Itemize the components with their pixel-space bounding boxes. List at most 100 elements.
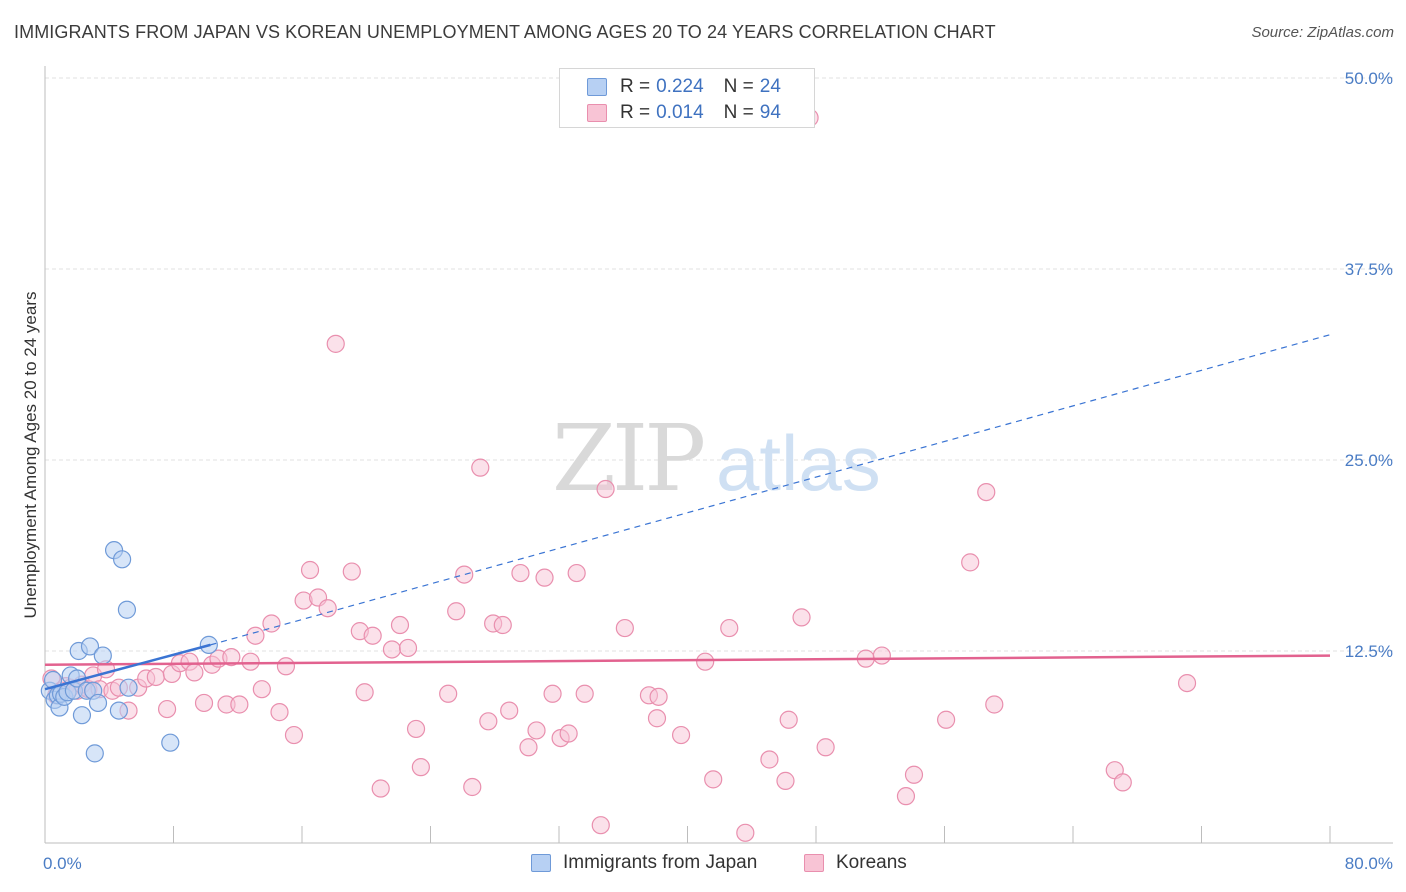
- korean-point: [157, 699, 177, 719]
- korean-point: [411, 758, 430, 777]
- japan-point: [93, 646, 112, 665]
- y-tick-label: 37.5%: [1345, 260, 1393, 279]
- korean-point: [222, 648, 241, 667]
- series-legend-japan[interactable]: Immigrants from Japan: [531, 852, 757, 874]
- korean-point: [382, 640, 402, 659]
- korean-point: [720, 618, 739, 638]
- korean-point: [284, 725, 304, 745]
- korean-point: [543, 684, 562, 703]
- korean-point: [647, 709, 667, 728]
- korean-point: [342, 562, 361, 581]
- korean-point: [985, 695, 1004, 714]
- korean-point: [559, 724, 578, 743]
- series-legend-korean[interactable]: Koreans: [804, 852, 907, 874]
- korean-point: [567, 563, 586, 583]
- legend-n-label: N =: [723, 102, 754, 123]
- watermark: ZIP atlas: [552, 405, 881, 512]
- korean-point: [704, 770, 723, 789]
- korean-point: [246, 626, 265, 645]
- chart-title: IMMIGRANTS FROM JAPAN VS KOREAN UNEMPLOY…: [14, 22, 996, 42]
- legend-r-label: R =: [620, 102, 651, 123]
- korean-point: [596, 479, 615, 499]
- korean-point: [241, 652, 260, 671]
- japan-trend-line: [44, 643, 211, 691]
- korean-point: [527, 721, 546, 740]
- legend-n-value: 24: [759, 76, 781, 97]
- korean-point: [318, 599, 337, 618]
- legend-r-label: R =: [620, 76, 651, 97]
- korean-point: [1113, 773, 1132, 792]
- korean-point: [355, 683, 374, 702]
- korean-point: [671, 725, 691, 745]
- legend-r-value: 0.224: [656, 76, 704, 97]
- correlation-legend: R = 0.224 N = 24 R = 0.014 N = 94: [559, 68, 815, 128]
- watermark-atlas: atlas: [716, 419, 881, 507]
- korean-point: [390, 615, 410, 635]
- korean-point: [977, 482, 996, 502]
- korean-point: [146, 667, 165, 687]
- japan-trend-extension: [210, 334, 1331, 646]
- korean-swatch: [587, 104, 607, 122]
- japan-point: [117, 600, 137, 619]
- korean-point: [463, 777, 482, 797]
- x-tick-label: 80.0%: [1345, 854, 1393, 873]
- japan-point: [109, 701, 128, 720]
- legend-r-value: 0.014: [656, 102, 704, 123]
- korean-point: [872, 646, 891, 665]
- y-tick-label: 25.0%: [1345, 451, 1393, 470]
- legend-n-value: 94: [759, 102, 781, 123]
- korean-point: [615, 618, 634, 638]
- japan-swatch: [531, 854, 551, 872]
- korean-trend-line: [44, 654, 1331, 667]
- korean-point: [575, 684, 594, 703]
- grid-layer: [45, 77, 1393, 652]
- japan-point: [80, 637, 100, 656]
- japan-point: [88, 693, 108, 713]
- korean-point: [904, 765, 924, 784]
- korean-point: [937, 710, 956, 729]
- korean-point: [398, 638, 418, 658]
- series-legend-japan-label: Immigrants from Japan: [563, 852, 758, 873]
- korean-point: [736, 823, 755, 842]
- japan-swatch: [587, 78, 607, 96]
- japan-point: [119, 678, 138, 697]
- korean-swatch: [804, 854, 824, 872]
- korean-point: [792, 608, 811, 627]
- korean-point: [779, 710, 798, 729]
- japan-point: [161, 733, 180, 752]
- source-label: Source: ZipAtlas.com: [1251, 24, 1394, 41]
- korean-point: [363, 626, 382, 645]
- axes-layer: [44, 66, 1393, 844]
- korean-point: [696, 652, 715, 671]
- korean-point: [230, 695, 249, 714]
- korean-point: [649, 687, 668, 706]
- tick-label-layer: 12.5% 25.0% 37.5% 50.0% 0.0% 80.0%: [43, 69, 1393, 873]
- korean-point: [185, 663, 204, 682]
- y-tick-label: 12.5%: [1345, 642, 1393, 661]
- korean-point: [1177, 673, 1197, 693]
- korean-point: [591, 816, 610, 835]
- korean-point: [816, 738, 835, 757]
- korean-point: [262, 614, 281, 633]
- korean-point: [479, 712, 498, 731]
- korean-point: [300, 560, 320, 580]
- korean-point: [194, 693, 214, 713]
- korean-point: [776, 771, 795, 790]
- korean-point: [276, 657, 296, 676]
- legend-n-label: N =: [723, 76, 754, 97]
- korean-point: [439, 684, 458, 703]
- korean-point: [961, 553, 980, 572]
- korean-point: [760, 750, 779, 769]
- japan-point: [72, 706, 92, 725]
- japan-point: [85, 744, 104, 763]
- korean-point: [500, 701, 519, 720]
- x-tick-label: 0.0%: [43, 854, 82, 873]
- korean-point: [493, 615, 512, 635]
- trend-layer: [44, 334, 1331, 691]
- japan-points: [40, 541, 218, 763]
- japan-point: [112, 550, 132, 569]
- legend-row-japan: R = 0.224 N = 24: [560, 75, 781, 99]
- korean-point: [519, 738, 538, 757]
- series-legend: Immigrants from Japan Koreans: [0, 852, 1406, 878]
